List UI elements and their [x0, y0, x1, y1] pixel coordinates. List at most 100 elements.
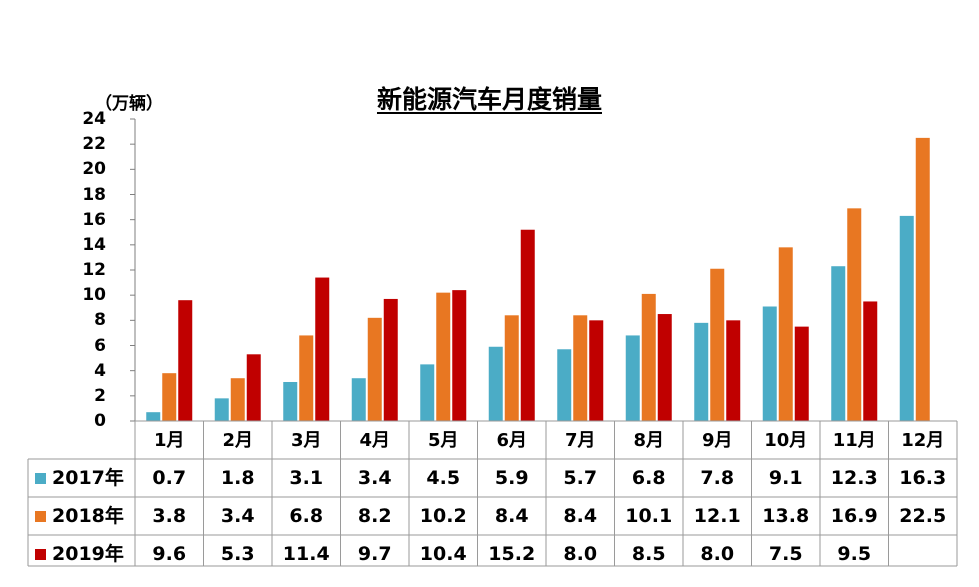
- data-table-cell: 1.8: [220, 467, 255, 489]
- y-tick-label: 18: [82, 184, 106, 205]
- bar: [383, 298, 398, 421]
- bar: [283, 381, 298, 421]
- bar: [367, 317, 382, 421]
- x-tick-label: 6月: [496, 430, 528, 451]
- data-table-cell: 9.7: [357, 543, 392, 565]
- data-table-cell: 15.2: [488, 543, 536, 565]
- y-tick-label: 8: [94, 310, 106, 331]
- bar: [625, 335, 640, 421]
- bar: [230, 378, 245, 421]
- bar: [436, 292, 451, 421]
- bar: [794, 326, 809, 421]
- data-table-cell: 7.5: [768, 543, 803, 565]
- bar: [831, 266, 846, 421]
- y-tick-label: 16: [82, 209, 106, 230]
- chart-title: 新能源汽车月度销量: [376, 85, 602, 114]
- y-tick-label: 12: [82, 260, 106, 280]
- data-table-cell: 9.5: [837, 543, 872, 565]
- data-table-cell: 10.4: [419, 543, 467, 565]
- data-table-cell: 16.9: [830, 505, 878, 527]
- bar: [214, 398, 229, 421]
- data-table-cell: 8.0: [563, 543, 598, 565]
- data-table-cell: 12.1: [693, 505, 741, 527]
- y-tick-label: 6: [94, 335, 106, 356]
- data-table-cell: 3.4: [357, 467, 392, 489]
- legend-entry: 2017年: [35, 459, 135, 497]
- legend-label: 2017年: [52, 467, 124, 489]
- bar: [351, 378, 366, 421]
- legend-entry: 2018年: [35, 497, 135, 535]
- y-tick-label: 14: [82, 234, 106, 255]
- bar: [178, 300, 193, 421]
- bar: [847, 208, 862, 421]
- x-tick-label: 11月: [832, 430, 876, 451]
- y-tick-label: 24: [82, 109, 106, 129]
- data-table-cell: 3.1: [289, 467, 324, 489]
- x-tick-label: 5月: [427, 430, 459, 451]
- bar: [899, 215, 914, 421]
- x-tick-label: 7月: [564, 430, 596, 451]
- bar: [710, 268, 725, 421]
- bar: [762, 306, 777, 421]
- legend-label: 2018年: [52, 505, 124, 527]
- x-tick-label: 9月: [701, 430, 733, 451]
- legend-label: 2019年: [52, 543, 124, 565]
- data-table-cell: 12.3: [830, 467, 878, 489]
- y-tick-label: 20: [82, 159, 106, 180]
- bar: [641, 293, 656, 421]
- data-table-cell: 11.4: [282, 543, 330, 565]
- bar: [520, 229, 535, 421]
- legend-swatch: [35, 510, 46, 522]
- data-table-cell: 9.1: [768, 467, 803, 489]
- bar: [573, 315, 588, 421]
- y-tick-label: 22: [82, 134, 106, 155]
- x-tick-label: 8月: [633, 430, 665, 451]
- data-table-cell: 8.5: [631, 543, 666, 565]
- bar: [299, 335, 314, 421]
- legend-entry: 2019年: [35, 535, 135, 573]
- y-tick-label: 0: [94, 411, 106, 431]
- bar: [146, 412, 161, 421]
- x-tick-label: 10月: [764, 430, 808, 451]
- data-table-cell: 6.8: [289, 505, 324, 527]
- data-table-cell: 9.6: [152, 543, 187, 565]
- bar: [726, 320, 741, 421]
- data-table-cell: 3.8: [152, 505, 187, 527]
- bar: [657, 314, 672, 421]
- data-table-cell: 13.8: [762, 505, 810, 527]
- bar: [488, 346, 503, 421]
- x-tick-label: 12月: [901, 430, 945, 451]
- bar: [915, 137, 930, 421]
- data-table-cell: 0.7: [152, 467, 187, 489]
- x-tick-label: 1月: [153, 430, 185, 451]
- bar: [863, 301, 878, 421]
- bar: [504, 315, 519, 421]
- legend-swatch: [35, 548, 46, 560]
- bar: [246, 354, 261, 421]
- data-table-cell: 8.2: [357, 505, 392, 527]
- data-table-cell: 5.9: [494, 467, 529, 489]
- x-tick-label: 4月: [359, 430, 391, 451]
- data-table-cell: 8.4: [563, 505, 598, 527]
- legend-swatch: [35, 472, 46, 484]
- data-table-cell: 5.3: [220, 543, 255, 565]
- y-tick-label: 4: [94, 360, 106, 381]
- data-table-cell: 3.4: [220, 505, 255, 527]
- data-table-cell: 8.4: [494, 505, 529, 527]
- x-tick-label: 2月: [222, 430, 254, 451]
- y-tick-label: 10: [82, 285, 106, 306]
- bar: [162, 373, 177, 421]
- data-table-cell: 10.2: [419, 505, 467, 527]
- data-table-cell: 5.7: [563, 467, 598, 489]
- data-table-cell: 4.5: [426, 467, 461, 489]
- data-table-cell: 7.8: [700, 467, 735, 489]
- data-table-cell: 10.1: [625, 505, 673, 527]
- bar: [557, 349, 572, 421]
- data-table-cell: 8.0: [700, 543, 735, 565]
- bar: [315, 277, 330, 421]
- bar: [420, 364, 435, 421]
- y-axis-unit-label: （万辆）: [95, 94, 163, 114]
- bar: [452, 290, 467, 421]
- data-table-cell: 22.5: [899, 505, 947, 527]
